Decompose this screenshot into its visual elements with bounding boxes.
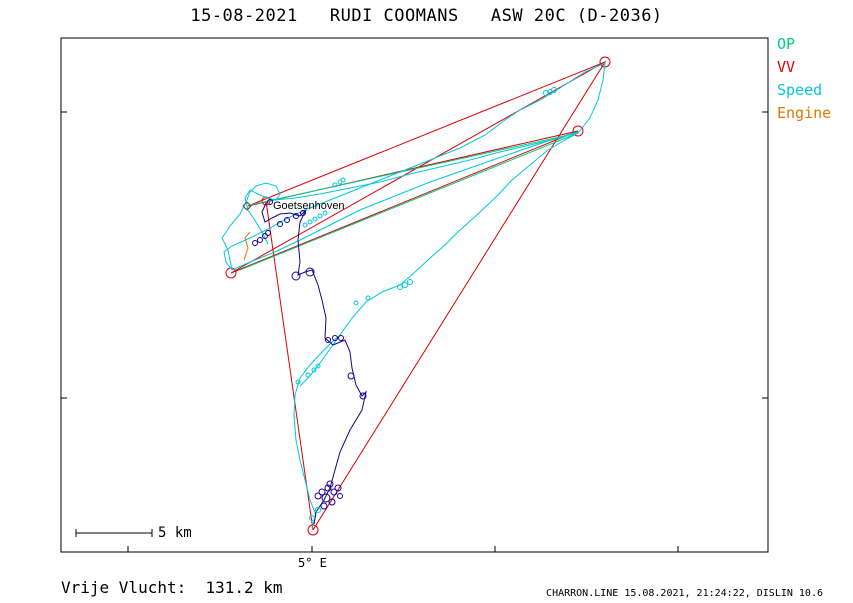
legend: OP VV Speed Engine	[777, 33, 831, 125]
legend-item-engine: Engine	[777, 104, 832, 122]
place-marker: Goetsenhoven	[242, 200, 345, 212]
speed-trace-landing	[309, 507, 321, 521]
legend-item-op: OP	[777, 35, 796, 53]
distance-label: Vrije Vlucht: 131.2 km	[61, 578, 283, 597]
plot-frame	[60, 37, 769, 553]
task-route	[225, 56, 611, 536]
vario-trace	[252, 199, 367, 525]
axis-ticks	[61, 111, 768, 552]
task-leg	[230, 60, 607, 531]
place-label: Goetsenhoven	[273, 200, 345, 212]
legend-item-speed: Speed	[777, 81, 823, 99]
scale-bar	[75, 529, 153, 537]
legend-item-vv: VV	[777, 58, 796, 76]
scale-bar-label: 5 km	[158, 525, 192, 541]
footer-info: CHARRON.LINE 15.08.2021, 21:24:22, DISLI…	[546, 588, 823, 599]
chart-title: 15-08-2021 RUDI COOMANS ASW 20C (D-2036)	[190, 6, 663, 26]
speed-trace	[221, 62, 606, 529]
turnpoint-marker	[572, 125, 584, 137]
x-tick-label: 5° E	[298, 556, 327, 570]
